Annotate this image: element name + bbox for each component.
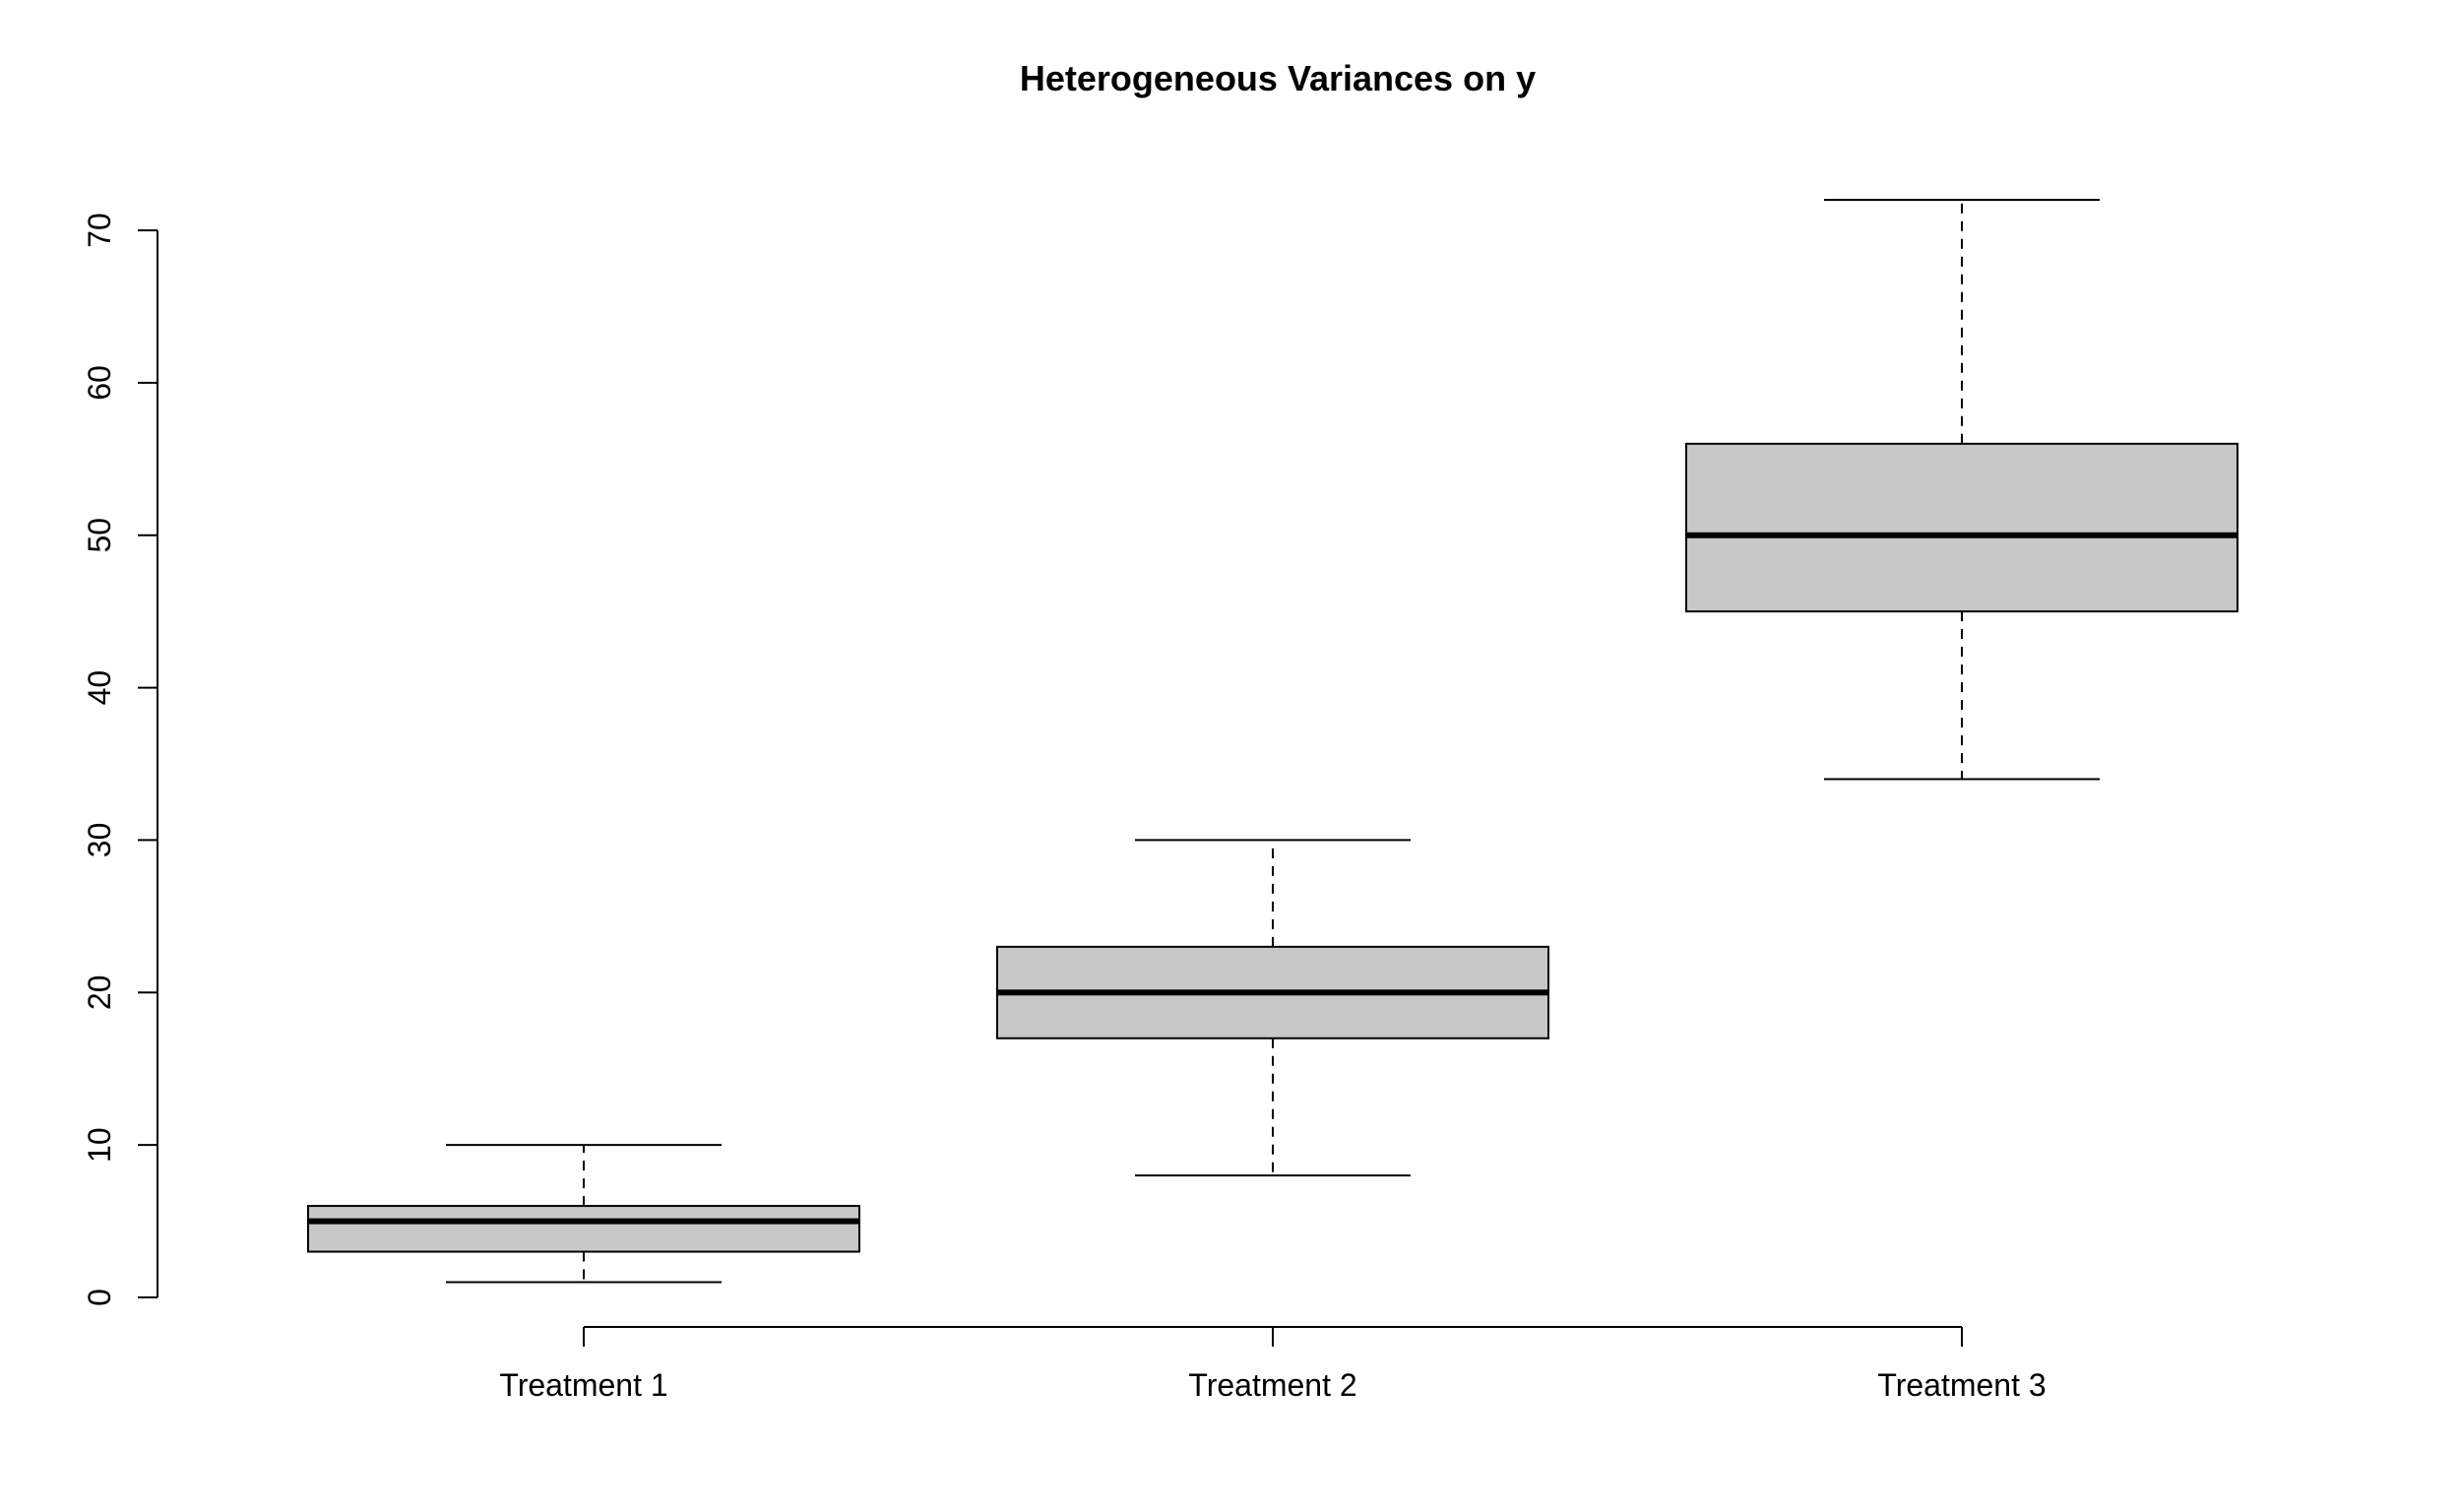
x-tick-label: Treatment 3 [1877, 1367, 2046, 1403]
box-1 [307, 1144, 860, 1284]
x-tick-label: Treatment 1 [499, 1367, 667, 1403]
y-tick-label: 10 [82, 1127, 117, 1163]
y-tick-label: 0 [82, 1289, 117, 1306]
y-tick-label: 70 [82, 213, 117, 248]
chart-title: Heterogeneous Variances on y [1020, 58, 1536, 98]
y-axis: 0 10 20 30 40 50 60 70 [82, 213, 158, 1306]
x-axis: Treatment 1 Treatment 2 Treatment 3 [499, 1326, 2047, 1403]
iqr-box [1685, 442, 2238, 613]
boxes-group [307, 199, 2238, 1284]
box-2 [996, 839, 1549, 1177]
y-tick-label: 30 [82, 823, 117, 858]
box-3 [1685, 199, 2238, 781]
y-tick-label: 20 [82, 975, 117, 1010]
x-tick-label: Treatment 2 [1188, 1367, 1356, 1403]
iqr-box [307, 1205, 860, 1253]
y-tick-label: 60 [82, 365, 117, 401]
y-tick-label: 50 [82, 518, 117, 553]
y-tick-label: 40 [82, 670, 117, 706]
